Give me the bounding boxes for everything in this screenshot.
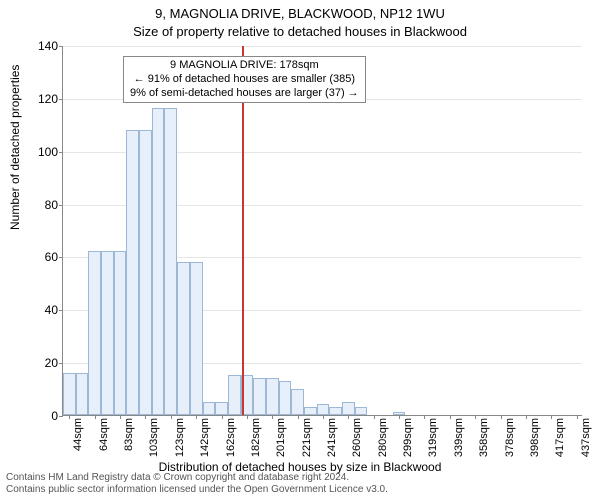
xtick-label: 221sqm xyxy=(301,418,313,468)
xtick-mark xyxy=(196,415,197,419)
xtick-label: 378sqm xyxy=(504,418,516,468)
histogram-bar xyxy=(190,262,203,415)
xtick-mark xyxy=(95,415,96,419)
ytick-label: 0 xyxy=(18,409,58,423)
histogram-bar xyxy=(329,407,342,415)
xtick-label: 437sqm xyxy=(580,418,592,468)
xtick-mark xyxy=(475,415,476,419)
xtick-mark xyxy=(272,415,273,419)
xtick-mark xyxy=(120,415,121,419)
histogram-bar xyxy=(266,378,279,415)
xtick-label: 319sqm xyxy=(427,418,439,468)
histogram-bar xyxy=(177,262,190,415)
chart-container: 9, MAGNOLIA DRIVE, BLACKWOOD, NP12 1WU S… xyxy=(0,0,600,500)
xtick-label: 123sqm xyxy=(174,418,186,468)
title-line-1: 9, MAGNOLIA DRIVE, BLACKWOOD, NP12 1WU xyxy=(0,6,600,21)
xtick-label: 142sqm xyxy=(199,418,211,468)
xtick-label: 64sqm xyxy=(98,418,110,468)
footer-line-2: Contains public sector information licen… xyxy=(6,484,388,496)
ytick-mark xyxy=(59,257,63,258)
xtick-mark xyxy=(450,415,451,419)
footer: Contains HM Land Registry data © Crown c… xyxy=(6,472,388,496)
histogram-bar xyxy=(228,375,241,415)
annotation-line-3: 9% of semi-detached houses are larger (3… xyxy=(130,87,359,101)
ytick-label: 140 xyxy=(18,39,58,53)
histogram-bar xyxy=(215,402,228,415)
histogram-bar xyxy=(164,108,177,415)
footer-line-1: Contains HM Land Registry data © Crown c… xyxy=(6,472,388,484)
ytick-mark xyxy=(59,363,63,364)
xtick-mark xyxy=(526,415,527,419)
ytick-mark xyxy=(59,46,63,47)
ytick-label: 80 xyxy=(18,198,58,212)
histogram-bar xyxy=(253,378,266,415)
xtick-label: 103sqm xyxy=(148,418,160,468)
annotation-line-2: ← 91% of detached houses are smaller (38… xyxy=(130,73,359,87)
ytick-label: 120 xyxy=(18,92,58,106)
xtick-mark xyxy=(69,415,70,419)
histogram-bar xyxy=(76,373,89,415)
xtick-label: 44sqm xyxy=(72,418,84,468)
ytick-mark xyxy=(59,416,63,417)
histogram-bar xyxy=(279,381,292,415)
ytick-mark xyxy=(59,152,63,153)
xtick-label: 260sqm xyxy=(351,418,363,468)
xtick-mark xyxy=(222,415,223,419)
xtick-label: 83sqm xyxy=(123,418,135,468)
ytick-mark xyxy=(59,99,63,100)
xtick-label: 417sqm xyxy=(554,418,566,468)
xtick-label: 201sqm xyxy=(275,418,287,468)
histogram-bar xyxy=(101,251,114,415)
xtick-label: 241sqm xyxy=(326,418,338,468)
xtick-mark xyxy=(145,415,146,419)
histogram-bar xyxy=(203,402,216,415)
title-line-2: Size of property relative to detached ho… xyxy=(0,24,600,39)
histogram-bar xyxy=(114,251,127,415)
annotation-line-1: 9 MAGNOLIA DRIVE: 178sqm xyxy=(130,59,359,73)
xtick-mark xyxy=(399,415,400,419)
histogram-bar xyxy=(355,407,368,415)
histogram-bar xyxy=(317,404,330,415)
gridline xyxy=(63,46,582,47)
xtick-mark xyxy=(298,415,299,419)
histogram-bar xyxy=(152,108,165,415)
xtick-label: 162sqm xyxy=(225,418,237,468)
ytick-mark xyxy=(59,310,63,311)
xtick-label: 398sqm xyxy=(529,418,541,468)
xtick-mark xyxy=(551,415,552,419)
xtick-mark xyxy=(501,415,502,419)
histogram-bar xyxy=(63,373,76,415)
annotation-box: 9 MAGNOLIA DRIVE: 178sqm ← 91% of detach… xyxy=(123,56,366,103)
xtick-mark xyxy=(247,415,248,419)
plot-area: 9 MAGNOLIA DRIVE: 178sqm ← 91% of detach… xyxy=(62,46,582,416)
xtick-mark xyxy=(577,415,578,419)
histogram-bar xyxy=(291,389,304,415)
histogram-bar xyxy=(88,251,101,415)
xtick-mark xyxy=(348,415,349,419)
histogram-bar xyxy=(126,130,139,415)
ytick-label: 60 xyxy=(18,250,58,264)
xtick-label: 339sqm xyxy=(453,418,465,468)
histogram-bar xyxy=(139,130,152,415)
xtick-mark xyxy=(374,415,375,419)
ytick-mark xyxy=(59,205,63,206)
xtick-mark xyxy=(323,415,324,419)
xtick-label: 182sqm xyxy=(250,418,262,468)
ytick-label: 40 xyxy=(18,303,58,317)
xtick-mark xyxy=(424,415,425,419)
histogram-bar xyxy=(304,407,317,415)
xtick-label: 358sqm xyxy=(478,418,490,468)
xtick-label: 299sqm xyxy=(402,418,414,468)
xtick-mark xyxy=(171,415,172,419)
ytick-label: 100 xyxy=(18,145,58,159)
ytick-label: 20 xyxy=(18,356,58,370)
histogram-bar xyxy=(342,402,355,415)
xtick-label: 280sqm xyxy=(377,418,389,468)
